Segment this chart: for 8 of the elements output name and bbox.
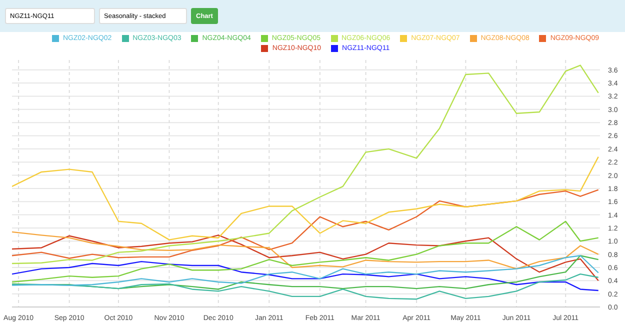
line-series — [12, 156, 599, 240]
line-series — [12, 189, 599, 259]
line-series — [12, 260, 599, 292]
line-series — [12, 234, 599, 282]
line-series — [12, 231, 599, 270]
line-series — [12, 64, 599, 264]
line-series — [12, 273, 599, 300]
line-series — [12, 220, 599, 283]
